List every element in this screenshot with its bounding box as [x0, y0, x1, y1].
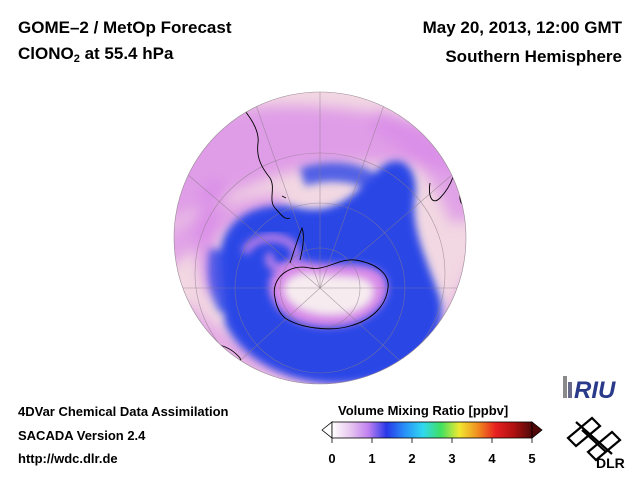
riu-logo-text: RIU	[574, 377, 616, 404]
colorbar-title: Volume Mixing Ratio [ppbv]	[338, 403, 509, 418]
colorbar: 0 1 2 3 4 5	[321, 421, 543, 466]
dlr-logo-text: DLR	[596, 455, 625, 470]
colorbar-tick-label: 5	[528, 451, 535, 466]
footer-assimilation: 4DVar Chemical Data Assimilation	[18, 404, 229, 419]
graticule	[174, 92, 466, 384]
species-subscript: 2	[73, 53, 80, 65]
colorbar-tick-label: 2	[408, 451, 415, 466]
riu-logo: RIU	[563, 376, 616, 404]
colorbar-tick-label: 1	[368, 451, 375, 466]
colorbar-gradient	[331, 421, 533, 439]
globe-svg	[173, 91, 467, 385]
dlr-emblem-icon	[566, 416, 622, 462]
colorbar-tick-label: 3	[448, 451, 455, 466]
footer-version: SACADA Version 2.4	[18, 428, 146, 443]
pressure-level: at 55.4 hPa	[79, 44, 174, 63]
polar-map	[150, 88, 490, 388]
title-line1: GOME–2 / MetOp Forecast	[18, 18, 232, 37]
dlr-logo: DLR	[566, 416, 625, 470]
title-line2: ClONO2 at 55.4 hPa	[18, 44, 173, 65]
species-name: ClONO	[18, 44, 74, 63]
colorbar-tick-label: 4	[488, 451, 496, 466]
region-label: Southern Hemisphere	[445, 47, 622, 66]
colorbar-min-arrow	[321, 421, 333, 439]
forecast-date: May 20, 2013, 12:00 GMT	[422, 18, 622, 37]
vortex-spiral	[241, 233, 301, 273]
colorbar-max-arrow	[531, 421, 543, 439]
vortex-core	[269, 261, 388, 327]
colorbar-tick-label: 0	[328, 451, 335, 466]
globe-field	[174, 92, 466, 384]
colorbar-ticks: 0 1 2 3 4 5	[328, 438, 536, 466]
globe-outline	[173, 91, 467, 385]
footer-url[interactable]: http://wdc.dlr.de	[18, 451, 118, 466]
